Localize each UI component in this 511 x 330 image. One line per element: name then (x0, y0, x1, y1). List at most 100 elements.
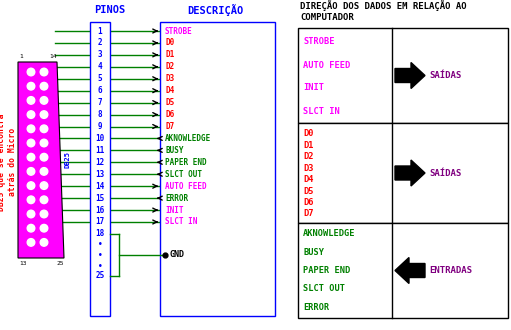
Text: GND: GND (169, 250, 184, 259)
Bar (298, 223, 508, 318)
Text: BUSY: BUSY (165, 146, 183, 155)
Circle shape (27, 196, 35, 204)
Text: 16: 16 (96, 206, 105, 214)
Text: 2: 2 (98, 38, 102, 48)
Circle shape (40, 139, 48, 147)
Text: 8: 8 (98, 110, 102, 119)
Text: D0: D0 (165, 38, 174, 48)
Text: D5: D5 (165, 98, 174, 107)
Text: INIT: INIT (303, 83, 324, 92)
Circle shape (40, 125, 48, 133)
Text: •: • (98, 251, 102, 260)
Text: 12: 12 (96, 158, 105, 167)
Text: 13: 13 (19, 261, 27, 266)
Polygon shape (395, 62, 425, 88)
Circle shape (40, 182, 48, 189)
Text: •: • (98, 262, 102, 271)
Text: SLCT IN: SLCT IN (165, 217, 197, 226)
Text: D3: D3 (165, 74, 174, 83)
Circle shape (27, 239, 35, 246)
Text: D4: D4 (303, 175, 314, 184)
Circle shape (27, 82, 35, 90)
Text: PAPER END: PAPER END (303, 266, 350, 275)
Text: D2: D2 (303, 152, 314, 161)
Polygon shape (18, 62, 64, 258)
Circle shape (27, 111, 35, 118)
Circle shape (27, 68, 35, 76)
Text: •: • (98, 240, 102, 249)
Circle shape (27, 182, 35, 189)
Text: D6: D6 (303, 198, 314, 207)
Circle shape (27, 168, 35, 175)
Circle shape (27, 125, 35, 133)
Circle shape (27, 97, 35, 104)
Bar (298, 28, 508, 123)
Text: 25: 25 (57, 261, 64, 266)
Text: AKNOWLEDGE: AKNOWLEDGE (303, 229, 356, 239)
Text: SAÍDAS: SAÍDAS (429, 71, 461, 80)
Text: 11: 11 (96, 146, 105, 155)
Text: D1: D1 (303, 141, 314, 150)
Text: AKNOWLEDGE: AKNOWLEDGE (165, 134, 211, 143)
Circle shape (27, 153, 35, 161)
Text: 17: 17 (96, 217, 105, 226)
Text: D0: D0 (303, 129, 314, 139)
Circle shape (40, 168, 48, 175)
Text: AUTO FEED: AUTO FEED (303, 60, 350, 70)
Text: ERROR: ERROR (303, 303, 329, 312)
Text: 7: 7 (98, 98, 102, 107)
Text: BUSY: BUSY (303, 248, 324, 257)
Text: 9: 9 (98, 122, 102, 131)
Text: D7: D7 (165, 122, 174, 131)
Text: D2: D2 (165, 62, 174, 71)
Text: D1: D1 (165, 50, 174, 59)
Text: 4: 4 (98, 62, 102, 71)
Text: D5: D5 (303, 187, 314, 196)
Text: STROBE: STROBE (303, 38, 335, 47)
Text: SLCT OUT: SLCT OUT (165, 170, 202, 179)
Text: ERROR: ERROR (165, 194, 188, 203)
Text: ENTRADAS: ENTRADAS (429, 266, 472, 275)
Circle shape (40, 111, 48, 118)
Text: STROBE: STROBE (165, 26, 193, 36)
Text: SLCT OUT: SLCT OUT (303, 284, 345, 293)
Text: SLCT IN: SLCT IN (303, 107, 340, 116)
Text: 14: 14 (50, 54, 57, 59)
Bar (160, 22, 275, 316)
Text: AUTO FEED: AUTO FEED (165, 182, 206, 191)
Text: D4: D4 (165, 86, 174, 95)
Text: D3: D3 (303, 164, 314, 173)
Circle shape (40, 68, 48, 76)
Circle shape (27, 210, 35, 218)
Text: INIT: INIT (165, 206, 183, 214)
Text: PINOS: PINOS (95, 5, 126, 15)
Text: 1: 1 (19, 54, 23, 59)
Text: SAÍDAS: SAÍDAS (429, 169, 461, 178)
Circle shape (40, 153, 48, 161)
Text: 25: 25 (96, 271, 105, 280)
Circle shape (27, 224, 35, 232)
Circle shape (40, 210, 48, 218)
Text: 5: 5 (98, 74, 102, 83)
Text: 10: 10 (96, 134, 105, 143)
Circle shape (40, 239, 48, 246)
Text: 3: 3 (98, 50, 102, 59)
Text: 6: 6 (98, 86, 102, 95)
Circle shape (40, 97, 48, 104)
Text: PAPER END: PAPER END (165, 158, 206, 167)
Text: 18: 18 (96, 229, 105, 239)
Text: 13: 13 (96, 170, 105, 179)
Text: DB25 que se encontra
atrás do Micro: DB25 que se encontra atrás do Micro (0, 113, 17, 211)
Bar (298, 123, 508, 223)
Polygon shape (395, 257, 425, 283)
Bar (90, 22, 110, 316)
Text: DIREÇÃO DOS DADOS EM RELAÇÃO AO: DIREÇÃO DOS DADOS EM RELAÇÃO AO (300, 1, 467, 12)
Text: 15: 15 (96, 194, 105, 203)
Text: DESCRIÇÃO: DESCRIÇÃO (187, 4, 243, 16)
Text: D6: D6 (165, 110, 174, 119)
Circle shape (27, 139, 35, 147)
Circle shape (40, 82, 48, 90)
Circle shape (40, 196, 48, 204)
Polygon shape (395, 160, 425, 186)
Text: COMPUTADOR: COMPUTADOR (300, 13, 354, 21)
